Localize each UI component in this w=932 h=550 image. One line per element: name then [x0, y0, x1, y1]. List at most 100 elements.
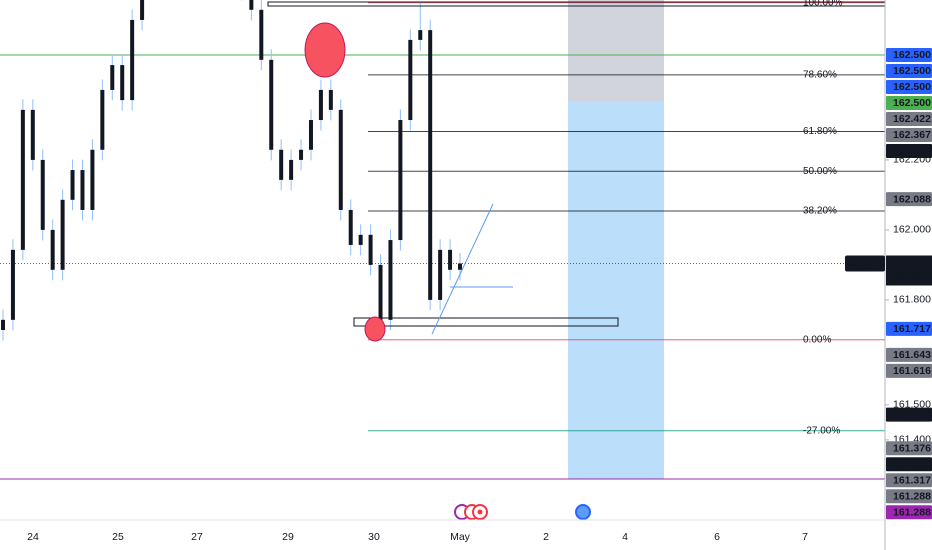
price-tag — [886, 363, 932, 378]
price-tag — [886, 47, 932, 62]
x-tick-label: 6 — [714, 531, 720, 543]
candle-body — [328, 89, 333, 110]
price-tag-label: 161.288 — [893, 507, 931, 519]
y-tick-label: 161.500 — [893, 399, 931, 411]
price-tag — [886, 192, 932, 207]
price-tag-label: 162.088 — [893, 193, 931, 205]
candle-body — [388, 240, 393, 320]
price-tag-label: 162.422 — [893, 113, 931, 125]
ellipse-marker — [304, 22, 346, 78]
x-tick-label: 7 — [802, 531, 808, 543]
candle-body — [50, 229, 55, 270]
candle-body — [90, 149, 95, 210]
price-tag — [886, 95, 932, 110]
price-tag-label: 161.362 — [893, 459, 931, 471]
rectangle-drawing — [353, 317, 619, 327]
candle-body — [259, 9, 264, 60]
candle-body — [348, 209, 353, 245]
x-tick-label: 29 — [282, 531, 294, 543]
symbol-tag — [845, 255, 885, 272]
price-tag — [886, 347, 932, 362]
price-tag — [886, 111, 932, 126]
y-tick-label: 162.000 — [893, 224, 931, 236]
price-tag — [886, 505, 932, 520]
price-tag-label: 162.500 — [893, 65, 931, 77]
trend-line — [431, 203, 494, 335]
x-tick-label: 2 — [543, 531, 549, 543]
price-tag — [886, 457, 932, 472]
candle-body — [269, 59, 274, 150]
price-tag — [886, 127, 932, 142]
candle-body — [408, 39, 413, 121]
price-tag-label: 162.306 — [893, 145, 931, 157]
candle-body — [378, 264, 383, 320]
candle-body — [10, 249, 15, 320]
price-tag — [886, 407, 932, 422]
symbol-tag-label: EURJPY — [845, 258, 885, 269]
position-stop-zone — [568, 0, 664, 102]
candle-body — [249, 0, 254, 10]
event-icon-dot — [477, 509, 483, 515]
candle-body — [70, 170, 75, 200]
candle-body — [418, 30, 423, 40]
candle-body — [428, 30, 433, 300]
candle-body — [299, 149, 304, 160]
fib-level-label: 78.60% — [803, 70, 837, 81]
ellipse-marker — [364, 316, 386, 342]
candle-body — [368, 234, 373, 265]
price-tag-label: 162.500 — [893, 49, 931, 61]
candle-body — [279, 149, 284, 180]
fib-level-label: 38.20% — [803, 206, 837, 217]
position-target-zone — [568, 101, 664, 480]
y-tick-label: 161.800 — [893, 294, 931, 306]
x-tick-label: 4 — [622, 531, 628, 543]
price-tag — [886, 143, 932, 158]
price-tag-label: 161.288 — [893, 491, 931, 503]
candle-body — [100, 89, 105, 150]
candle-body — [338, 109, 343, 210]
candle-body — [308, 120, 313, 150]
candle-body — [318, 89, 323, 121]
candle-body — [120, 65, 125, 101]
fib-level-label: 50.00% — [803, 166, 837, 177]
fib-level-label: 0.00% — [803, 334, 831, 345]
price-tag-label: 161.643 — [893, 349, 931, 361]
fib-level-label: 61.80% — [803, 126, 837, 137]
candle-body — [438, 249, 443, 300]
price-tag — [886, 79, 932, 94]
candle-body — [448, 249, 453, 270]
x-tick-label: 27 — [191, 531, 203, 543]
price-tag — [886, 473, 932, 488]
candle-body — [30, 109, 35, 160]
candle-body — [20, 109, 25, 250]
candle-body — [140, 0, 145, 20]
price-tag-label: 162.500 — [893, 81, 931, 93]
price-tag — [886, 63, 932, 78]
candle-body — [110, 65, 115, 90]
candle-body — [289, 159, 294, 180]
candle-body — [458, 263, 462, 270]
candle-body — [40, 159, 45, 230]
candle-body — [398, 120, 403, 241]
price-tag — [886, 489, 932, 504]
price-tag-label: 161.616 — [893, 365, 931, 377]
price-tag-label: 161.472 — [893, 409, 931, 421]
fib-level-label: -27.00% — [803, 425, 840, 436]
price-tag — [886, 441, 932, 456]
candle-body — [130, 19, 135, 101]
drawings — [267, 1, 886, 520]
price-tag-label: 161.376 — [893, 443, 931, 455]
current-price-label: 161.904 — [893, 257, 931, 269]
candle-body — [80, 170, 85, 210]
x-tick-label: 30 — [368, 531, 380, 543]
price-tag — [886, 321, 932, 336]
candle-body — [1, 319, 5, 330]
fib-level-label: 100.00% — [803, 0, 843, 8]
plot-area: 100.00% 78.60% 61.80% 50.00% 38.20% 0.00% -27.… — [0, 0, 885, 480]
price-tag-label: 162.367 — [893, 129, 931, 141]
x-tick-label: May — [450, 531, 471, 543]
price-tag-label: 161.717 — [893, 323, 931, 335]
event-icon[interactable] — [575, 504, 591, 520]
